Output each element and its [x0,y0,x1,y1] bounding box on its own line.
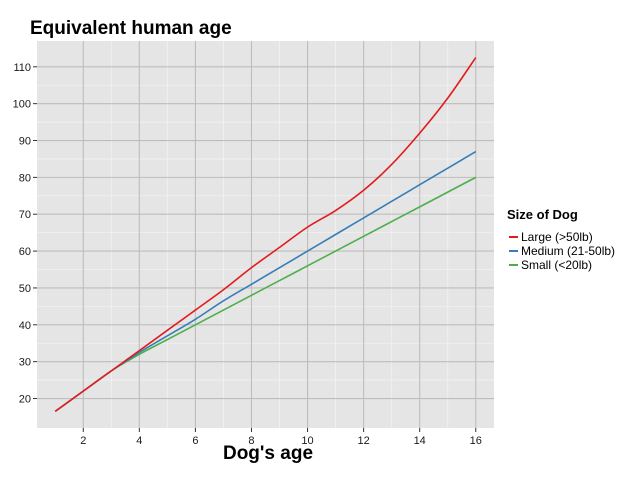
x-axis-label: Dog's age [223,443,313,464]
x-tick-label: 16 [470,435,482,447]
y-tick-label: 110 [13,62,31,74]
y-tick-label: 60 [19,246,31,258]
x-axis: 2 4 6 8 10 12 14 16 [80,428,482,447]
legend-title: Size of Dog [507,207,578,222]
series-lines [54,57,477,413]
legend-label-medium: Medium (21-50lb) [521,244,615,258]
x-tick-label: 8 [248,435,254,447]
x-tick-label: 2 [80,435,86,447]
major-gridlines [37,41,494,428]
y-tick-label: 80 [19,172,31,184]
x-tick-label: 12 [358,435,370,447]
y-tick-label: 100 [13,99,31,111]
chart-title: Equivalent human age [30,18,232,39]
legend-label-small: Small (<20lb) [521,258,592,272]
y-axis: 20 30 40 50 60 70 80 90 100 110 [13,62,37,406]
y-tick-label: 50 [19,283,31,295]
x-tick-label: 6 [192,435,198,447]
x-tick-label: 14 [414,435,426,447]
y-tick-label: 20 [19,394,31,406]
legend: Size of Dog Large (>50lb)Medium (21-50lb… [507,207,615,272]
y-tick-label: 30 [19,357,31,369]
panel-background [37,41,494,428]
series-line-large [54,57,477,413]
y-tick-label: 40 [19,320,31,332]
x-tick-label: 10 [301,435,313,447]
y-tick-label: 70 [19,209,31,221]
y-tick-label: 90 [19,136,31,148]
legend-label-large: Large (>50lb) [521,230,593,244]
x-tick-label: 4 [136,435,142,447]
